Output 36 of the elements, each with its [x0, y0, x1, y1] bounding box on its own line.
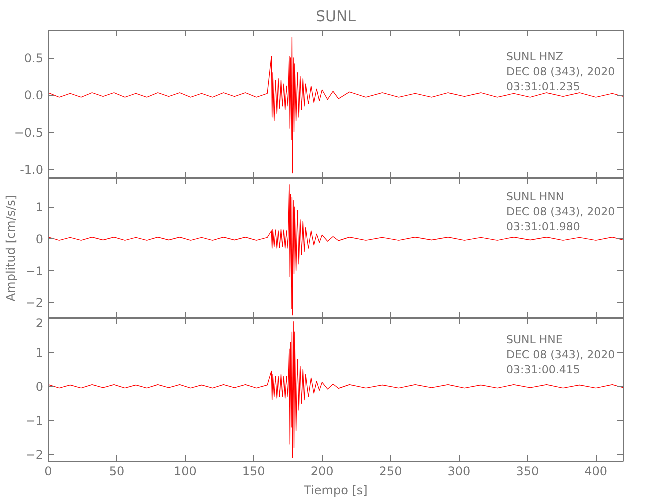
annotation: 03:31:00.415 — [506, 364, 580, 376]
x-tick-label: 150 — [242, 464, 266, 478]
annotation: 03:31:01.980 — [506, 220, 580, 234]
x-tick-label: 300 — [448, 464, 471, 478]
annotation: DEC 08 (343), 2020 — [506, 66, 616, 78]
chart-title: SUNL — [316, 8, 357, 26]
y-tick-label: −2 — [26, 448, 44, 462]
y-axis-title: Amplitud [cm/s/s] — [4, 195, 18, 302]
y-tick-label: −1 — [26, 414, 44, 428]
y-tick-label: −2 — [26, 296, 44, 310]
annotation: DEC 08 (343), 2020 — [506, 206, 616, 218]
y-tick-label: 0 — [36, 380, 44, 394]
annotation: SUNL HNN — [506, 190, 564, 204]
y-tick-label: 1 — [36, 200, 44, 215]
x-tick-label: 400 — [584, 464, 608, 478]
annotation: 03:31:01.235 — [506, 80, 580, 94]
x-tick-label: 200 — [310, 464, 334, 478]
y-tick-label: 1 — [36, 346, 44, 360]
y-tick-label: −0.5 — [14, 126, 44, 140]
annotation: DEC 08 (343), 2020 — [506, 348, 616, 362]
x-tick-label: 250 — [379, 464, 402, 478]
y-tick-label: −1 — [26, 264, 44, 278]
annotation: SUNL HNE — [506, 334, 563, 346]
x-tick-label: 50 — [109, 464, 125, 478]
y-tick-label: 0.5 — [24, 52, 44, 66]
y-tick-label: 0 — [36, 232, 44, 246]
x-tick-label: 100 — [174, 464, 197, 478]
y-tick-label: 0.0 — [24, 88, 44, 103]
x-axis-title: Tiempo [s] — [303, 484, 368, 498]
y-tick-label: -1.0 — [20, 163, 44, 178]
line-series — [48, 322, 624, 458]
annotation: SUNL HNZ — [506, 50, 564, 64]
line-series — [48, 36, 624, 174]
x-tick-label: 0 — [44, 464, 52, 478]
y-tick-label: 2 — [36, 316, 44, 330]
x-tick-label: 350 — [516, 464, 540, 478]
